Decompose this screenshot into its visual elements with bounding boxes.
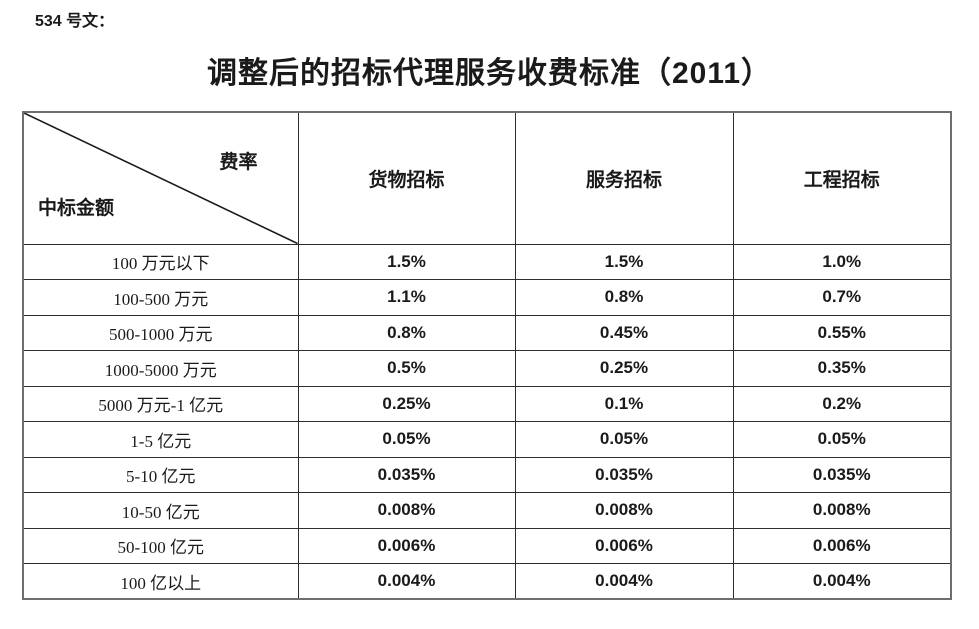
engineering-rate-cell: 0.7% bbox=[732, 279, 952, 316]
service-rate-cell: 0.035% bbox=[514, 456, 734, 493]
service-rate-cell: 0.05% bbox=[514, 421, 734, 458]
rate-header-label: 费率 bbox=[219, 152, 258, 173]
amount-cell: 100 亿以上 bbox=[22, 563, 299, 600]
goods-rate-cell: 0.25% bbox=[297, 385, 516, 422]
service-rate-cell: 0.8% bbox=[514, 279, 734, 316]
table-row: 100 万元以下 1.5% 1.5% 1.0% bbox=[22, 243, 952, 280]
service-rate-cell: 1.5% bbox=[514, 243, 734, 280]
table-row: 100 亿以上 0.004% 0.004% 0.004% bbox=[22, 563, 952, 600]
goods-rate-cell: 1.1% bbox=[297, 279, 516, 316]
amount-cell: 10-50 亿元 bbox=[22, 492, 299, 529]
amount-cell: 500-1000 万元 bbox=[22, 314, 299, 351]
page-title: 调整后的招标代理服务收费标准（2011） bbox=[206, 57, 773, 90]
table-row: 50-100 亿元 0.006% 0.006% 0.006% bbox=[22, 527, 952, 564]
table-row: 500-1000 万元 0.8% 0.45% 0.55% bbox=[22, 314, 952, 351]
fee-table: 费率 中标金额 货物招标 服务招标 工程招标 100 万元以下 1.5% 1.5… bbox=[22, 111, 952, 600]
goods-rate-cell: 0.05% bbox=[297, 421, 516, 458]
amount-cell: 1000-5000 万元 bbox=[22, 350, 299, 387]
engineering-rate-cell: 0.004% bbox=[732, 563, 952, 600]
service-rate-cell: 0.25% bbox=[514, 350, 734, 387]
column-header-goods: 货物招标 bbox=[297, 111, 516, 245]
goods-rate-cell: 0.006% bbox=[297, 527, 516, 564]
goods-rate-cell: 0.035% bbox=[297, 456, 516, 493]
amount-cell: 5-10 亿元 bbox=[22, 456, 299, 493]
engineering-rate-cell: 0.05% bbox=[732, 421, 952, 458]
service-rate-cell: 0.008% bbox=[514, 492, 734, 529]
doc-number: 534 号文： bbox=[35, 13, 115, 30]
engineering-rate-cell: 0.55% bbox=[732, 314, 952, 351]
service-rate-cell: 0.006% bbox=[514, 527, 734, 564]
goods-rate-cell: 1.5% bbox=[297, 243, 516, 280]
table-row: 100-500 万元 1.1% 0.8% 0.7% bbox=[22, 279, 952, 316]
amount-cell: 100 万元以下 bbox=[22, 243, 299, 280]
corner-cell: 费率 中标金额 bbox=[22, 111, 299, 245]
engineering-rate-cell: 1.0% bbox=[732, 243, 952, 280]
header-row: 费率 中标金额 货物招标 服务招标 工程招标 bbox=[22, 111, 952, 245]
service-rate-cell: 0.004% bbox=[514, 563, 734, 600]
engineering-rate-cell: 0.2% bbox=[732, 385, 952, 422]
table-row: 1000-5000 万元 0.5% 0.25% 0.35% bbox=[22, 350, 952, 387]
amount-header-label: 中标金额 bbox=[38, 197, 115, 219]
engineering-rate-cell: 0.008% bbox=[732, 492, 952, 529]
goods-rate-cell: 0.008% bbox=[297, 492, 516, 529]
goods-rate-cell: 0.004% bbox=[297, 563, 516, 600]
engineering-rate-cell: 0.035% bbox=[732, 456, 952, 493]
service-rate-cell: 0.1% bbox=[514, 385, 734, 422]
goods-rate-cell: 0.5% bbox=[297, 350, 516, 387]
diagonal-divider-line bbox=[24, 113, 297, 243]
table-row: 5000 万元-1 亿元 0.25% 0.1% 0.2% bbox=[22, 385, 952, 422]
column-header-engineering: 工程招标 bbox=[732, 111, 952, 245]
table-row: 1-5 亿元 0.05% 0.05% 0.05% bbox=[22, 421, 952, 458]
service-rate-cell: 0.45% bbox=[514, 314, 734, 351]
goods-rate-cell: 0.8% bbox=[297, 314, 516, 351]
amount-cell: 50-100 亿元 bbox=[22, 527, 299, 564]
engineering-rate-cell: 0.006% bbox=[732, 527, 952, 564]
engineering-rate-cell: 0.35% bbox=[732, 350, 952, 387]
table-row: 5-10 亿元 0.035% 0.035% 0.035% bbox=[22, 456, 952, 493]
amount-cell: 1-5 亿元 bbox=[22, 421, 299, 458]
amount-cell: 5000 万元-1 亿元 bbox=[22, 385, 299, 422]
table-row: 10-50 亿元 0.008% 0.008% 0.008% bbox=[22, 492, 952, 529]
amount-cell: 100-500 万元 bbox=[22, 279, 299, 316]
column-header-service: 服务招标 bbox=[514, 111, 734, 245]
